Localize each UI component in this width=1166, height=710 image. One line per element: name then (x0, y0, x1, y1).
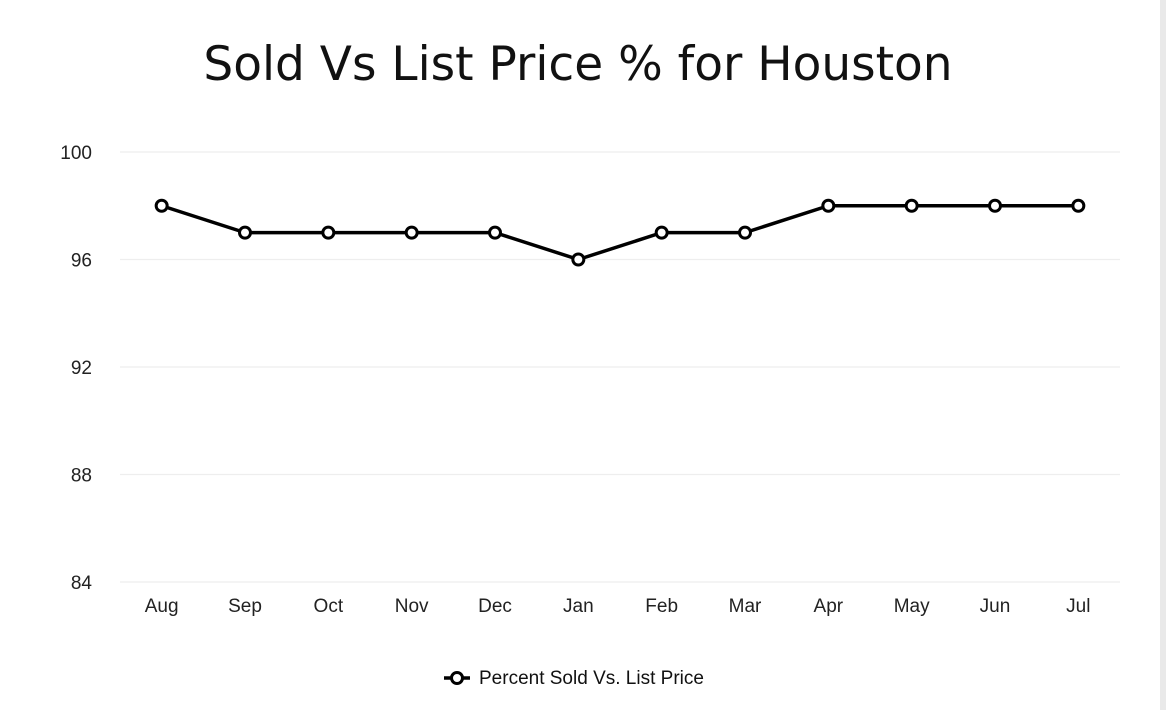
x-tick-label: Dec (478, 596, 512, 617)
x-tick-label: May (894, 596, 930, 617)
data-point[interactable] (654, 225, 669, 240)
x-tick-label: Sep (228, 596, 262, 617)
gridlines (120, 151, 1120, 583)
series-group (154, 198, 1086, 267)
y-tick-label: 100 (60, 143, 92, 164)
x-tick-label: Nov (395, 596, 429, 617)
data-point[interactable] (154, 198, 169, 213)
y-tick-label: 92 (71, 358, 92, 379)
x-tick-label: Feb (645, 596, 678, 617)
data-point[interactable] (821, 198, 836, 213)
chart-title: Sold Vs List Price % for Houston (203, 37, 952, 92)
data-point[interactable] (904, 198, 919, 213)
data-point[interactable] (238, 225, 252, 240)
data-point[interactable] (321, 225, 336, 240)
y-tick-label: 96 (71, 251, 92, 272)
series-line (159, 204, 1081, 262)
x-tick-label: Jul (1066, 596, 1090, 617)
x-tick-label: Oct (314, 596, 344, 617)
data-point[interactable] (738, 225, 752, 240)
x-axis: Aug Sep Oct Nov Dec Jan Feb Mar Apr May Jun Jul (145, 596, 1091, 617)
y-tick-label: 88 (71, 466, 92, 487)
data-point[interactable] (988, 198, 1002, 213)
data-point[interactable] (404, 225, 419, 240)
scrollbar-track (1160, 0, 1166, 710)
legend-swatch-marker (450, 671, 464, 685)
data-point[interactable] (1071, 198, 1086, 213)
y-tick-label: 84 (71, 573, 93, 594)
legend[interactable]: Percent Sold Vs. List Price (444, 668, 704, 689)
data-point[interactable] (488, 225, 502, 240)
x-tick-label: Apr (814, 596, 844, 617)
x-tick-label: Mar (729, 596, 762, 617)
x-tick-label: Jan (563, 596, 594, 617)
y-axis: 84 88 92 96 100 (60, 143, 92, 594)
data-point[interactable] (571, 252, 586, 267)
x-tick-label: Jun (980, 596, 1011, 617)
legend-label: Percent Sold Vs. List Price (479, 668, 704, 689)
x-tick-label: Aug (145, 596, 179, 617)
